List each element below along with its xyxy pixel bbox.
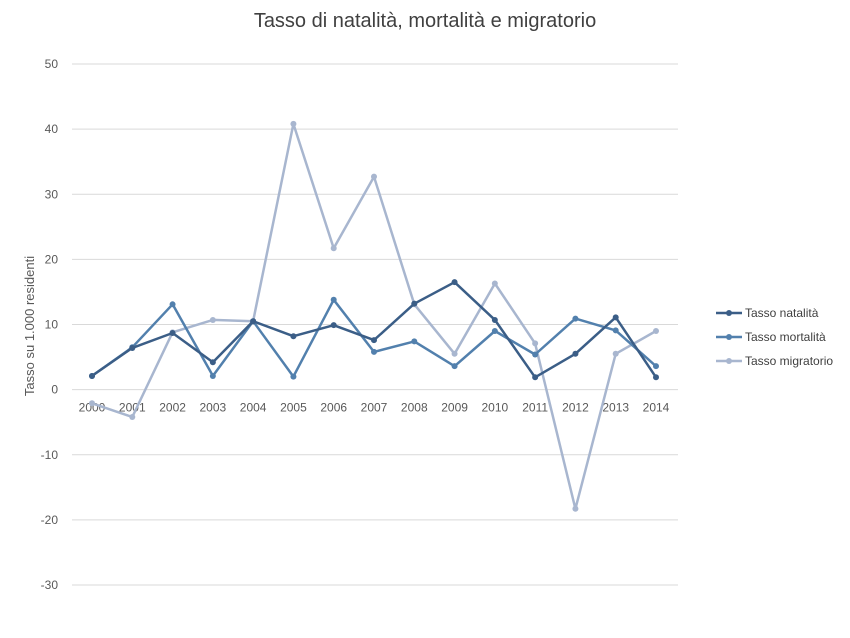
legend-label: Tasso migratorio [745,354,833,368]
y-axis-title: Tasso su 1.000 residenti [22,256,37,396]
data-point [371,173,377,180]
data-point [653,363,659,370]
x-tick-label: 2004 [240,401,267,415]
series-line [91,122,657,511]
data-point [572,315,579,322]
x-tick-label: 2005 [280,401,307,415]
series-lines [89,120,659,512]
data-point [451,279,458,286]
y-tick-label: -20 [41,513,59,527]
x-tick-label: 2002 [159,401,186,415]
data-point [290,120,297,127]
legend-item: Tasso mortalità [716,330,826,344]
data-point [89,400,95,407]
y-tick-label: -30 [41,578,59,592]
x-axis-ticks: 2000 2001 2002 2003 2004 2005 2006 2007 2008 2009… [79,401,670,415]
data-point [572,350,579,357]
series-mortalita [89,296,659,380]
data-point [411,338,418,345]
series-natalita [89,279,659,381]
y-tick-label: 0 [51,383,58,397]
data-point [371,337,377,344]
data-point [612,350,619,357]
data-point [209,316,216,323]
legend-item: Tasso natalità [716,306,819,320]
series-line [91,280,658,379]
data-point [250,318,257,325]
data-point [371,348,377,355]
chart-title: Tasso di natalità, mortalità e migratori… [253,10,597,32]
data-point [532,374,539,381]
data-point [89,372,95,379]
x-tick-label: 2006 [320,401,347,415]
data-point [612,314,619,321]
data-point [290,373,297,380]
data-point [129,413,136,420]
data-point [451,350,458,357]
y-tick-label: 20 [45,252,59,266]
data-point [653,374,659,381]
x-tick-label: 2011 [522,401,548,415]
y-tick-label: 40 [45,122,59,136]
legend-item: Tasso migratorio [716,354,833,368]
data-point [330,322,337,329]
data-point [209,359,216,366]
x-tick-label: 2012 [562,401,589,415]
data-point [491,316,498,323]
data-point [532,340,539,347]
data-point [532,351,539,358]
x-tick-label: 2008 [401,401,428,415]
data-point [411,300,418,307]
legend-label: Tasso mortalità [745,330,826,344]
x-tick-label: 2009 [441,401,468,415]
y-tick-label: 10 [45,318,59,332]
x-tick-label: 2014 [643,401,670,415]
y-tick-label: 50 [45,57,59,71]
x-tick-label: 2007 [361,401,388,415]
data-point [169,301,176,308]
data-point [330,296,337,303]
legend-label: Tasso natalità [745,306,819,320]
y-tick-label: -10 [41,448,59,462]
x-tick-label: 2000 [79,401,106,415]
data-point [572,505,579,512]
legend: Tasso natalità Tasso mortalità Tasso migra… [716,306,833,368]
legend-marker [726,334,732,340]
data-point [290,333,297,340]
data-point [129,344,136,351]
data-point [491,280,498,287]
y-tick-label: 30 [45,187,59,201]
legend-marker [726,358,732,364]
data-point [612,327,619,334]
data-point [451,363,458,370]
data-point [209,372,216,379]
data-point [169,329,176,336]
data-point [330,245,337,252]
data-point [491,328,498,335]
legend-marker [726,310,732,316]
x-tick-label: 2010 [482,401,509,415]
x-tick-label: 2003 [200,401,227,415]
data-point [653,328,659,335]
y-axis-ticks: -30 -20 -10 0 10 20 30 40 50 [41,57,59,592]
x-tick-label: 2013 [602,401,629,415]
gridlines [72,63,678,586]
